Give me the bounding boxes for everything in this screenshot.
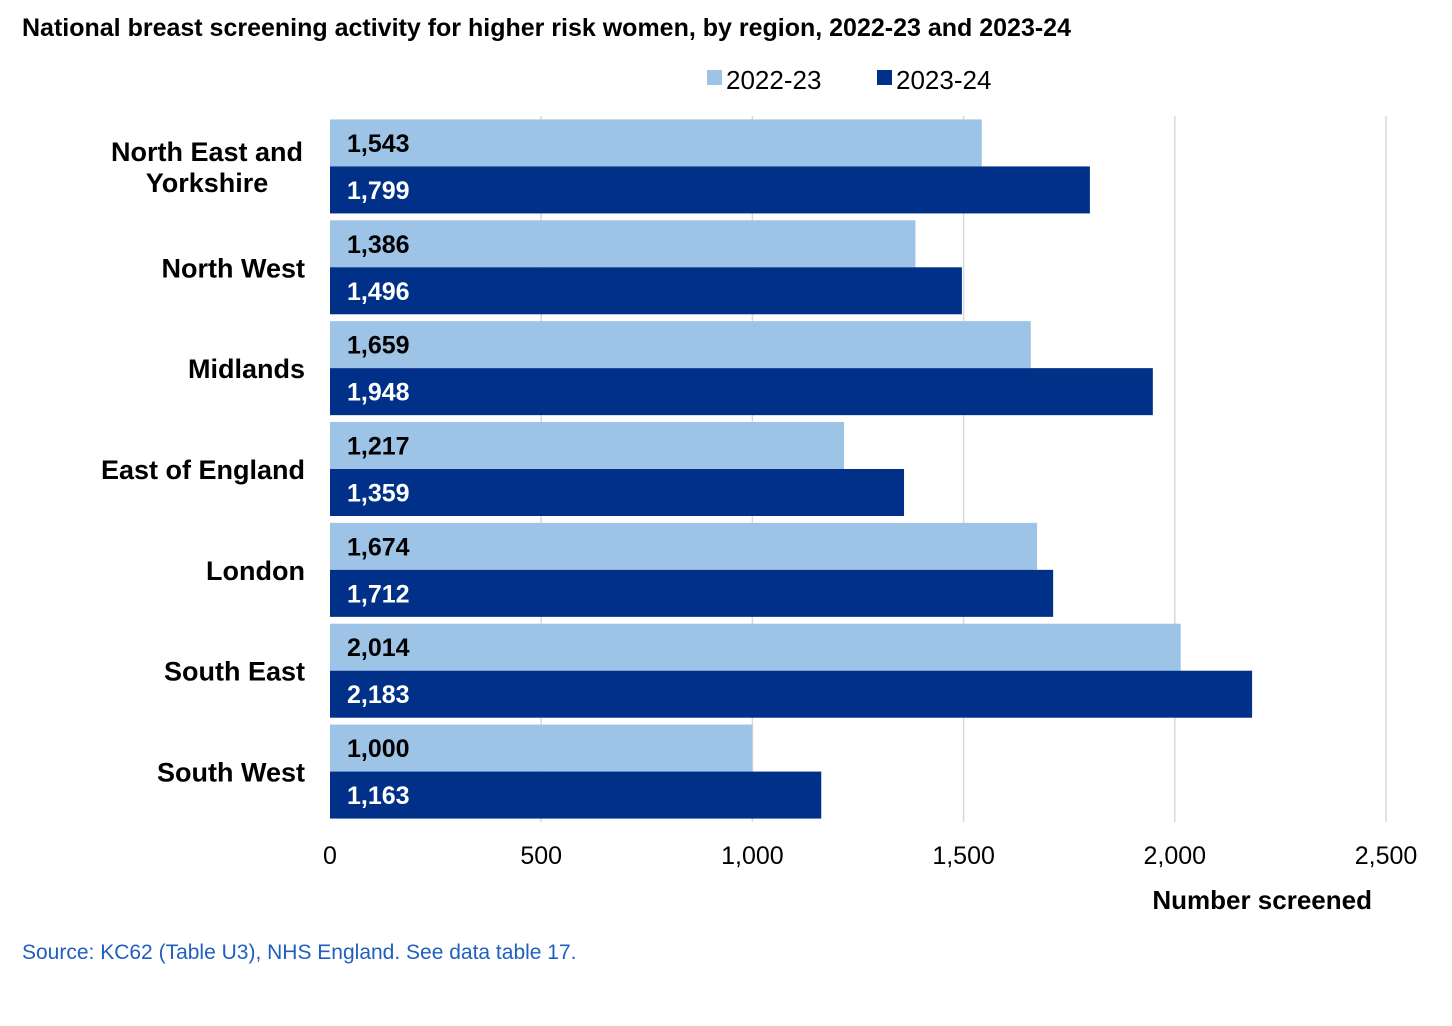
category-label-midlands: Midlands <box>188 354 305 384</box>
legend-label-2022-23: 2022-23 <box>726 65 821 95</box>
data-label-south-west-2023-24: 1,163 <box>347 782 410 810</box>
legend-swatch-2022-23 <box>707 70 722 85</box>
bar-north-east-and-yorkshire-2022-23 <box>330 119 982 167</box>
x-tick-label-1500: 1,500 <box>932 842 995 870</box>
bar-east-of-england-2022-23 <box>330 422 845 469</box>
x-tick-label-2500: 2,500 <box>1355 842 1418 870</box>
data-label-midlands-2022-23: 1,659 <box>347 332 410 360</box>
bar-south-east-2022-23 <box>330 623 1181 671</box>
legend-label-2023-24: 2023-24 <box>896 65 991 95</box>
category-labels: North East and Yorkshire North West Midland… <box>101 137 305 788</box>
bars <box>330 119 1253 819</box>
x-tick-label-0: 0 <box>323 842 337 870</box>
x-tick-label-1000: 1,000 <box>721 842 784 870</box>
bar-london-2023-24 <box>330 569 1054 617</box>
category-label-south-east: South East <box>164 657 305 687</box>
bar-south-east-2023-24 <box>330 670 1253 718</box>
data-label-midlands-2023-24: 1,948 <box>347 379 410 407</box>
data-label-east-of-england-2023-24: 1,359 <box>347 480 410 508</box>
category-label-south-west: South West <box>157 758 305 788</box>
data-label-south-east-2022-23: 2,014 <box>347 634 410 662</box>
data-label-london-2022-23: 1,674 <box>347 533 410 561</box>
bar-east-of-england-2023-24 <box>330 469 905 516</box>
data-label-north-west-2023-24: 1,496 <box>347 278 410 306</box>
data-label-north-west-2022-23: 1,386 <box>347 231 410 259</box>
x-tick-label-2000: 2,000 <box>1144 842 1207 870</box>
legend-swatch-2023-24 <box>877 70 892 85</box>
bar-south-west-2023-24 <box>330 771 822 819</box>
bar-midlands-2023-24 <box>330 368 1153 416</box>
x-axis-title: Number screened <box>1152 885 1372 915</box>
bar-london-2022-23 <box>330 522 1038 570</box>
data-labels: 1,543 1,799 1,386 1,496 1,659 1,948 1,217 1,359… <box>347 130 410 810</box>
bar-midlands-2022-23 <box>330 321 1031 369</box>
data-label-london-2023-24: 1,712 <box>347 580 410 608</box>
data-label-north-east-and-yorkshire-2022-23: 1,543 <box>347 130 410 158</box>
x-tick-labels: 0 500 1,000 1,500 2,000 2,500 <box>323 842 1417 870</box>
chart-title: National breast screening activity for h… <box>22 14 1071 42</box>
data-label-north-east-and-yorkshire-2023-24: 1,799 <box>347 177 410 205</box>
category-label-east-of-england: East of England <box>101 455 305 485</box>
data-label-south-west-2022-23: 1,000 <box>347 735 410 763</box>
data-label-east-of-england-2022-23: 1,217 <box>347 433 410 461</box>
bar-north-west-2022-23 <box>330 220 916 268</box>
bar-north-west-2023-24 <box>330 267 962 315</box>
bar-north-east-and-yorkshire-2023-24 <box>330 166 1090 214</box>
category-label-north-west: North West <box>161 253 305 283</box>
x-tick-label-500: 500 <box>520 842 562 870</box>
category-label-london: London <box>206 556 305 586</box>
legend: 2022-23 2023-24 <box>707 65 991 95</box>
data-label-south-east-2023-24: 2,183 <box>347 681 410 709</box>
category-label-north-east-and-yorkshire: North East and Yorkshire <box>111 137 303 198</box>
source-note: Source: KC62 (Table U3), NHS England. Se… <box>22 941 577 964</box>
bar-south-west-2022-23 <box>330 724 753 772</box>
